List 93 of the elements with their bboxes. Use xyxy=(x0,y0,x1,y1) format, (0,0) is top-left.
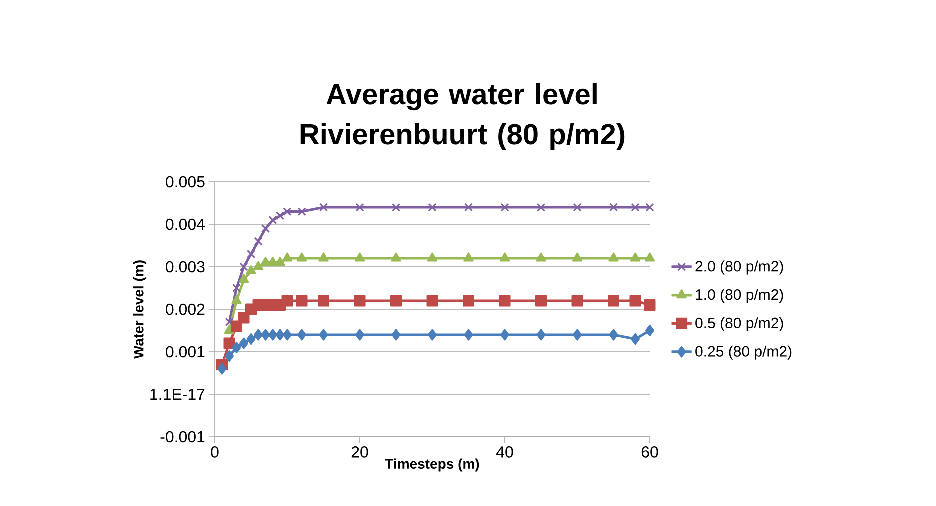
point xyxy=(224,338,236,350)
x-tick-label: 60 xyxy=(642,446,658,458)
point xyxy=(276,329,285,341)
x-axis-title: Timesteps (m) xyxy=(385,458,480,472)
point xyxy=(631,334,640,345)
point xyxy=(232,284,242,293)
point xyxy=(573,203,582,212)
point xyxy=(644,252,656,262)
point xyxy=(500,203,510,212)
point xyxy=(254,329,264,341)
point xyxy=(318,295,330,307)
x-tick-label: 20 xyxy=(352,446,368,458)
point xyxy=(232,342,242,354)
y-tick-label: 0.005 xyxy=(166,176,205,188)
point xyxy=(282,252,293,262)
y-tick-label: 0.001 xyxy=(166,346,205,358)
point xyxy=(500,329,510,341)
point xyxy=(261,224,270,234)
point xyxy=(232,295,242,304)
point xyxy=(254,237,263,246)
y-axis-title: Water level (m) xyxy=(134,260,147,360)
point xyxy=(268,216,278,225)
point xyxy=(354,295,366,307)
point xyxy=(319,203,328,212)
point xyxy=(392,203,401,212)
point xyxy=(318,252,329,262)
point xyxy=(427,252,438,262)
point xyxy=(390,295,402,307)
point xyxy=(464,252,474,262)
point xyxy=(464,203,474,212)
point xyxy=(246,266,256,275)
point xyxy=(536,203,546,212)
point xyxy=(608,295,620,307)
point xyxy=(426,295,438,307)
point xyxy=(261,329,270,341)
point xyxy=(608,252,619,262)
point xyxy=(609,203,618,212)
point xyxy=(631,203,640,212)
point xyxy=(268,329,278,341)
x-tick-label: 0 xyxy=(211,446,219,458)
point xyxy=(225,318,234,327)
point xyxy=(296,295,308,307)
point xyxy=(572,295,584,307)
legend-label: 2.0 (80 p/m2) xyxy=(696,260,784,275)
point xyxy=(536,295,548,307)
point xyxy=(536,329,546,341)
legend-label: 1.0 (80 p/m2) xyxy=(696,289,784,304)
point xyxy=(240,262,248,272)
point xyxy=(356,203,364,212)
point xyxy=(298,329,307,341)
point xyxy=(463,295,475,307)
point xyxy=(391,252,402,262)
x-tick-label: 40 xyxy=(496,446,514,458)
point xyxy=(253,261,264,270)
point xyxy=(283,329,292,341)
chart-title: Average water level Rivierenbuurt (80 p/m2) xyxy=(300,83,625,150)
point xyxy=(464,329,474,341)
y-tick-label: 1.1E-17 xyxy=(150,388,205,400)
point xyxy=(644,300,656,312)
y-tick-label: 0.003 xyxy=(166,261,205,273)
point xyxy=(630,252,641,262)
legend-label: 0.25 (80 p/m2) xyxy=(696,346,792,360)
point xyxy=(246,334,256,345)
point xyxy=(296,252,308,262)
point xyxy=(231,320,243,332)
point xyxy=(500,252,510,262)
point xyxy=(246,250,256,259)
point xyxy=(646,203,654,212)
point xyxy=(354,252,366,262)
point xyxy=(573,329,582,341)
point xyxy=(499,295,511,307)
y-tick-label: 0.002 xyxy=(166,304,205,316)
point xyxy=(225,350,234,362)
point xyxy=(428,203,437,212)
point xyxy=(428,329,438,341)
point xyxy=(392,329,401,341)
y-tick-label: 0.004 xyxy=(166,218,205,230)
point xyxy=(240,338,249,350)
point xyxy=(609,329,618,341)
point xyxy=(276,212,285,220)
point xyxy=(646,325,654,336)
point xyxy=(572,252,583,262)
point xyxy=(282,295,294,307)
point xyxy=(283,207,292,216)
point xyxy=(298,207,306,216)
point xyxy=(536,252,546,262)
point xyxy=(630,295,642,307)
point xyxy=(238,274,250,284)
legend-label: 0.5 (80 p/m2) xyxy=(696,318,784,332)
point xyxy=(218,363,227,375)
point xyxy=(356,329,365,341)
y-tick-label: -0.001 xyxy=(160,431,205,443)
point xyxy=(319,329,328,341)
